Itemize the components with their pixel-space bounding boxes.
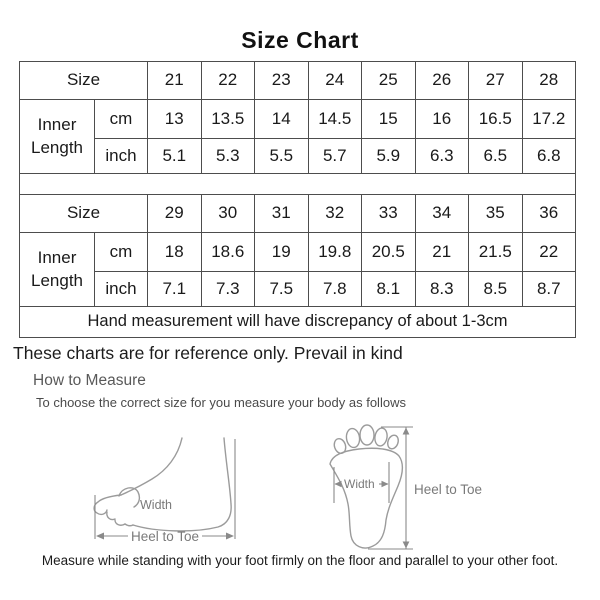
cm-cell: 21 <box>414 232 470 272</box>
cm-cell: 14.5 <box>307 99 363 139</box>
cm-cell: 15 <box>361 99 416 139</box>
toe-outline <box>387 434 399 450</box>
inch-cell: 7.8 <box>307 271 363 307</box>
toe-outline <box>114 519 126 526</box>
foot-side-outline <box>93 437 232 532</box>
size-cell: 31 <box>254 194 309 233</box>
size-cell: 27 <box>468 61 523 100</box>
size-header-row-1: Size 21 22 23 24 25 26 27 28 <box>18 61 577 100</box>
size-cell: 29 <box>147 194 202 233</box>
toe-outline <box>359 424 375 446</box>
side-width-label: Width <box>140 498 172 512</box>
cm-cell: 18.6 <box>200 232 256 272</box>
size-cell: 35 <box>468 194 523 233</box>
inch-cell: 8.5 <box>468 271 523 307</box>
inch-row-2: inch 7.1 7.3 7.5 7.8 8.1 8.3 8.5 8.7 <box>20 271 577 307</box>
how-to-measure-title: How to Measure <box>33 372 146 389</box>
footer-note-row: Hand measurement will have discrepancy o… <box>18 306 577 338</box>
size-cell: 30 <box>200 194 256 233</box>
spacer-cell <box>18 173 577 195</box>
cm-cell: 21.5 <box>468 232 523 272</box>
size-label-cell: Size <box>18 194 149 233</box>
inch-cell: 7.5 <box>254 271 309 307</box>
inch-cell: 8.1 <box>361 271 416 307</box>
width-band-line <box>118 487 141 508</box>
size-cell: 25 <box>361 61 416 100</box>
inch-cell: 5.3 <box>200 138 256 174</box>
cm-cell: 16.5 <box>468 99 523 139</box>
arrowheads <box>96 532 234 540</box>
size-header-row-2: Size 29 30 31 32 33 34 35 36 <box>18 194 577 233</box>
inner-length-label-cell: Inner Length <box>19 232 95 307</box>
cm-cell: 22 <box>521 232 577 272</box>
inch-cell: 6.5 <box>468 138 523 174</box>
size-cell: 21 <box>147 61 202 100</box>
toe-outline <box>374 427 388 447</box>
size-cell: 24 <box>307 61 363 100</box>
size-cell: 26 <box>414 61 470 100</box>
footer-note-cell: Hand measurement will have discrepancy o… <box>18 306 577 338</box>
inch-cell: 8.3 <box>414 271 470 307</box>
how-to-measure-subtitle: To choose the correct size for you measu… <box>36 395 406 410</box>
size-cell: 36 <box>521 194 577 233</box>
inner-length-label-cell: Inner Length <box>19 99 95 174</box>
cm-cell: 14 <box>254 99 309 139</box>
inch-cell: 7.3 <box>200 271 256 307</box>
toe-outline <box>333 437 347 455</box>
spacer-row <box>18 173 577 195</box>
bottom-measure-note: Measure while standing with your foot fi… <box>41 553 559 568</box>
size-cell: 23 <box>254 61 309 100</box>
size-cell: 32 <box>307 194 363 233</box>
size-label-cell: Size <box>18 61 149 100</box>
cm-row-2: Inner Length cm 18 18.6 19 19.8 20.5 21 … <box>19 232 577 307</box>
cm-label-cell: cm <box>93 232 149 272</box>
arrowheads <box>334 427 410 549</box>
measurement-diagrams: Width Heel to Toe Width Heel to <box>0 410 600 552</box>
inch-cell: 5.9 <box>361 138 416 174</box>
inch-cell: 5.5 <box>254 138 309 174</box>
footprint-outline <box>329 424 403 549</box>
cm-cell: 20.5 <box>361 232 416 272</box>
page-title: Size Chart <box>241 27 359 53</box>
cm-cell: 16 <box>414 99 470 139</box>
cm-row-1: Inner Length cm 13 13.5 14 14.5 15 16 16… <box>19 99 577 174</box>
size-cell: 34 <box>414 194 470 233</box>
inch-label-cell: inch <box>93 271 149 307</box>
cm-cell: 13 <box>147 99 202 139</box>
size-cell: 28 <box>521 61 577 100</box>
size-cell: 22 <box>200 61 256 100</box>
side-heel-to-toe-label: Heel to Toe <box>131 529 199 544</box>
cm-cell: 17.2 <box>521 99 577 139</box>
inch-cell: 6.3 <box>414 138 470 174</box>
inch-cell: 8.7 <box>521 271 577 307</box>
toe-outline <box>106 511 116 521</box>
top-width-label: Width <box>344 477 375 491</box>
inch-cell: 6.8 <box>521 138 577 174</box>
reference-note: These charts are for reference only. Pre… <box>13 343 403 363</box>
cm-cell: 18 <box>147 232 202 272</box>
size-cell: 33 <box>361 194 416 233</box>
cm-cell: 13.5 <box>200 99 256 139</box>
inch-cell: 5.1 <box>147 138 202 174</box>
cm-cell: 19 <box>254 232 309 272</box>
foot-top-view-diagram: Width Heel to Toe <box>329 424 482 550</box>
cm-label-cell: cm <box>93 99 149 139</box>
inch-row-1: inch 5.1 5.3 5.5 5.7 5.9 6.3 6.5 6.8 <box>20 138 577 174</box>
inch-cell: 7.1 <box>147 271 202 307</box>
top-heel-to-toe-label: Heel to Toe <box>414 482 482 497</box>
size-chart-table: Size 21 22 23 24 25 26 27 28 Inner Lengt… <box>18 61 577 338</box>
big-toe-outline <box>93 494 122 516</box>
foot-side-view-diagram: Width Heel to Toe <box>93 437 236 544</box>
inch-label-cell: inch <box>93 138 149 174</box>
toe-outline <box>345 427 361 449</box>
toe-outline <box>124 523 134 527</box>
cm-cell: 19.8 <box>307 232 363 272</box>
inch-cell: 5.7 <box>307 138 363 174</box>
